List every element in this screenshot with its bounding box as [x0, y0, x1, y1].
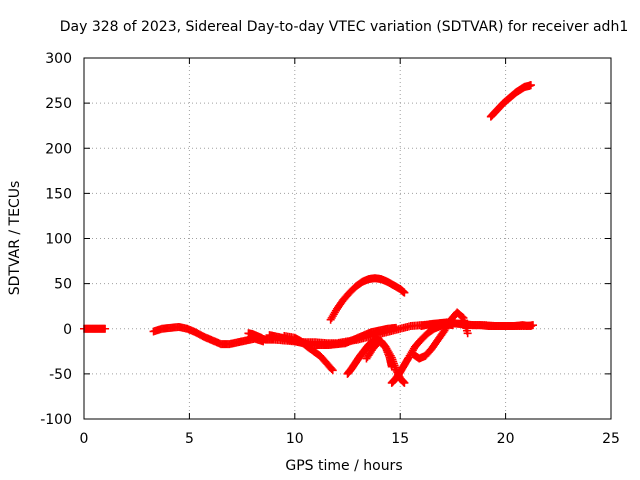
x-tick-label: 25	[602, 431, 620, 447]
series-arc-13	[486, 81, 535, 121]
y-tick-label: -50	[49, 367, 72, 383]
data-point	[386, 351, 395, 360]
x-tick-label: 20	[497, 431, 515, 447]
data-point	[391, 323, 400, 332]
series-arc-7	[326, 274, 409, 324]
data-point	[463, 329, 472, 338]
data-point	[400, 288, 409, 297]
y-tick-label: 100	[45, 232, 72, 248]
series-arc-2	[149, 322, 268, 349]
series-arc-11	[408, 308, 472, 363]
data-point	[400, 378, 409, 387]
data-points	[80, 81, 538, 387]
y-tick-label: 300	[45, 51, 72, 67]
x-tick-label: 10	[286, 431, 304, 447]
y-axis-label: SDTVAR / TECUs	[7, 181, 23, 296]
axis-ticks: 0 5 10 15 20 25 -100 -50 0 50 100 150 200 250 300	[40, 51, 620, 447]
x-axis-label: GPS time / hours	[285, 458, 402, 474]
chart-title: Day 328 of 2023, Sidereal Day-to-day VTE…	[60, 19, 628, 35]
data-point	[328, 366, 337, 375]
data-point	[101, 324, 110, 333]
y-tick-label: 50	[54, 277, 72, 293]
data-point	[327, 365, 336, 374]
series-arc-1	[80, 324, 110, 333]
x-tick-label: 0	[80, 431, 89, 447]
y-tick-label: 250	[45, 96, 72, 112]
x-tick-label: 5	[185, 431, 194, 447]
y-tick-label: 0	[63, 322, 72, 338]
data-point	[526, 81, 535, 90]
series-arc-6	[280, 331, 337, 375]
x-tick-label: 15	[391, 431, 409, 447]
series-arc-12	[417, 318, 535, 331]
data-point	[526, 322, 535, 331]
grid	[84, 58, 611, 419]
y-tick-label: 200	[45, 141, 72, 157]
y-tick-label: -100	[40, 412, 72, 428]
y-tick-label: 150	[45, 186, 72, 202]
plot-frame	[83, 57, 612, 420]
